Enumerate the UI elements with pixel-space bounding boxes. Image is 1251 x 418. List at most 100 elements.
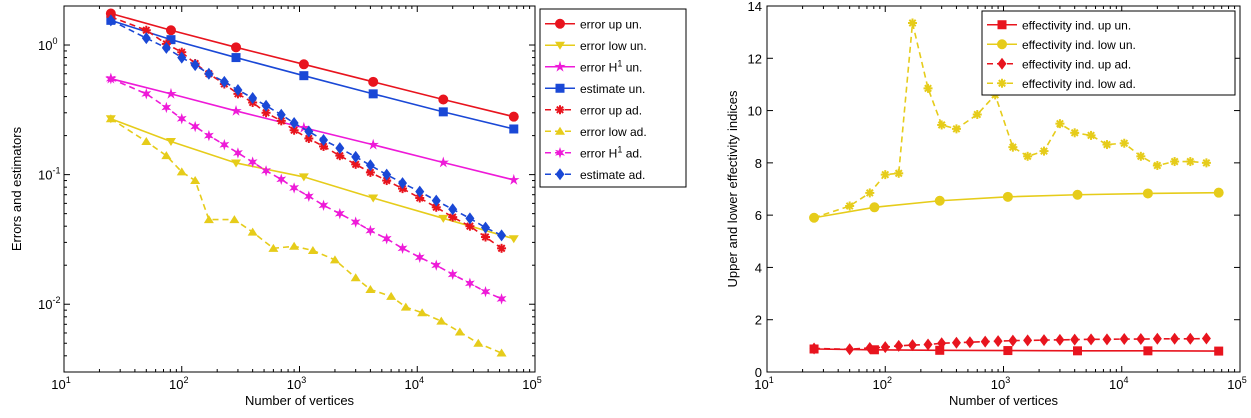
data-point <box>980 335 990 348</box>
legend-entry-4: estimate un. <box>545 82 645 96</box>
data-point <box>1102 140 1112 150</box>
data-point <box>1152 332 1162 345</box>
data-point <box>414 251 425 264</box>
data-point <box>231 42 242 53</box>
data-point <box>1119 138 1129 148</box>
data-point <box>247 156 258 168</box>
data-point <box>1136 333 1146 346</box>
data-point <box>993 335 1003 348</box>
series-2 <box>105 115 519 244</box>
data-point <box>508 173 520 185</box>
data-point <box>1086 130 1096 140</box>
data-point <box>431 259 442 271</box>
y-tick-label: 100 <box>38 36 57 53</box>
data-point <box>1102 333 1112 346</box>
data-point <box>381 233 392 245</box>
data-point <box>809 342 819 355</box>
legend-marker <box>997 39 1007 50</box>
data-point <box>923 338 933 351</box>
data-point <box>908 339 918 352</box>
y-tick-label: 10-2 <box>38 295 60 312</box>
y-axis-ticks: 0 2 4 6 8 10 12 14 <box>748 0 1240 380</box>
legend-entry-3: effectivity ind. up ad. <box>987 57 1131 71</box>
y-tick-label: 8 <box>755 156 762 171</box>
series-group <box>809 18 1224 356</box>
data-point <box>1185 332 1195 345</box>
data-point <box>951 124 961 134</box>
data-point <box>508 235 519 244</box>
data-point <box>190 120 201 133</box>
data-point <box>431 202 441 212</box>
x-tick-label: 103 <box>991 375 1010 392</box>
data-point <box>1073 346 1083 356</box>
data-point <box>334 207 345 220</box>
y-tick-label: 10 <box>748 104 762 119</box>
data-point <box>415 185 425 198</box>
data-point <box>923 83 933 93</box>
data-point <box>350 273 361 282</box>
data-point <box>190 176 201 185</box>
data-point <box>382 168 392 181</box>
data-point <box>438 107 448 117</box>
data-point <box>481 221 491 234</box>
data-point <box>298 59 309 70</box>
data-point <box>318 199 329 211</box>
data-point <box>161 41 171 54</box>
legend-marker <box>997 78 1007 88</box>
legend-label: estimate ad. <box>580 168 645 182</box>
data-point <box>351 150 361 163</box>
data-point <box>447 268 458 281</box>
legend-entry-7: error H1 ad. <box>545 144 642 160</box>
data-point <box>298 173 309 182</box>
data-point <box>398 177 408 190</box>
data-point <box>233 83 243 96</box>
y-axis-label: Errors and estimators <box>9 126 24 251</box>
data-point <box>368 76 379 87</box>
y-tick-label: 12 <box>748 51 762 66</box>
data-point <box>165 138 176 147</box>
data-point <box>473 338 484 347</box>
legend-entry-2: error low un. <box>545 39 647 53</box>
data-point <box>141 32 151 45</box>
data-point <box>934 195 945 206</box>
data-point <box>1214 346 1224 356</box>
data-point <box>232 147 243 159</box>
data-point <box>105 114 116 123</box>
data-point <box>465 212 475 225</box>
data-point <box>437 156 449 168</box>
legend-entry-2: effectivity ind. low un. <box>987 38 1136 52</box>
data-point <box>937 337 947 350</box>
data-point <box>480 285 491 298</box>
data-point <box>1213 187 1224 198</box>
x-axis-ticks: 101 102 103 104 105 <box>51 6 542 392</box>
legend-marker <box>555 147 565 159</box>
y-axis-ticks: 100 10-1 10-2 <box>38 5 535 373</box>
data-point <box>1070 128 1080 138</box>
data-point <box>261 165 271 177</box>
data-point <box>869 345 879 355</box>
data-point <box>367 138 379 150</box>
data-point <box>304 125 314 138</box>
x-axis-label: Number of vertices <box>245 393 355 408</box>
data-point <box>289 182 300 194</box>
y-tick-label: 6 <box>755 208 762 223</box>
x-tick-label: 101 <box>754 375 773 392</box>
data-point <box>219 75 229 88</box>
series-6 <box>105 114 507 357</box>
data-point <box>508 111 519 122</box>
data-point <box>965 336 975 349</box>
legend-label: estimate un. <box>580 82 645 96</box>
data-point <box>1170 332 1180 345</box>
legend-marker <box>555 18 565 29</box>
data-point <box>368 194 379 203</box>
data-point <box>176 167 187 176</box>
data-point <box>1143 346 1153 356</box>
data-point <box>809 213 819 223</box>
x-axis-ticks: 101 102 103 104 105 <box>754 6 1247 392</box>
legend-entry-1: error up un. <box>545 17 642 31</box>
data-point <box>400 302 411 311</box>
data-point <box>417 308 428 317</box>
series-group <box>105 8 520 357</box>
legend-label: effectivity ind. low un. <box>1022 38 1136 52</box>
data-point <box>1055 119 1065 129</box>
